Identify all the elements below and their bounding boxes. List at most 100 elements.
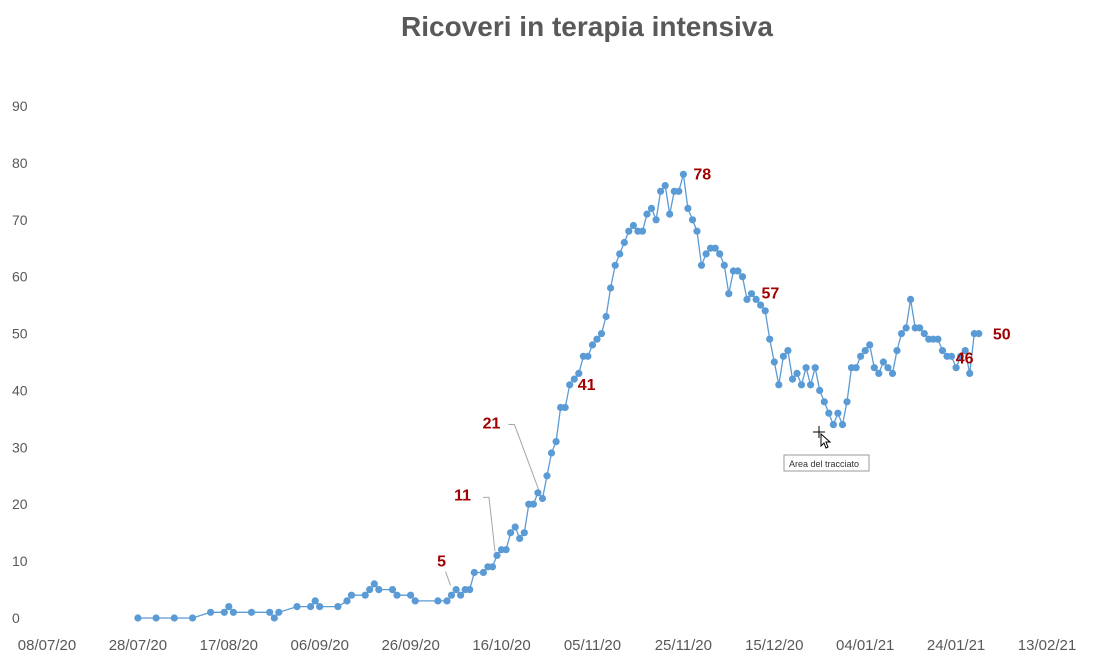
y-tick-label: 70 [12, 212, 28, 228]
data-label: 57 [762, 286, 780, 303]
data-point [802, 364, 810, 372]
data-point [479, 568, 487, 577]
data-point [370, 580, 378, 588]
data-point [457, 591, 465, 599]
data-label: 21 [483, 416, 501, 433]
y-tick-label: 40 [12, 382, 28, 398]
series-markers [134, 170, 983, 622]
data-point [188, 614, 197, 622]
data-point [134, 614, 142, 622]
data-point [888, 369, 897, 377]
chart-title: Ricoveri in terapia intensiva [401, 11, 773, 42]
data-point [152, 614, 160, 622]
y-tick-label: 0 [12, 610, 20, 626]
data-point [602, 312, 610, 321]
data-point [720, 261, 728, 269]
data-point [884, 364, 892, 372]
data-point [570, 375, 578, 383]
data-point [411, 597, 419, 605]
data-point [934, 335, 942, 343]
data-point [307, 603, 315, 611]
y-axis-tick-labels: 0 10 20 30 40 50 60 70 80 90 [12, 98, 28, 626]
x-tick-label: 24/01/21 [927, 637, 985, 654]
data-point [825, 409, 833, 417]
x-axis-tick-labels: 08/07/20 28/07/20 17/08/20 06/09/20 26/09/20… [18, 637, 1076, 654]
data-point [561, 403, 569, 412]
data-point [675, 187, 683, 195]
data-point [843, 398, 851, 406]
data-label: 50 [993, 327, 1011, 344]
data-label: 78 [693, 166, 711, 183]
data-point [684, 204, 692, 212]
leader-line [483, 496, 496, 552]
tooltip-box [783, 454, 870, 472]
data-point [752, 295, 760, 303]
data-point [952, 364, 960, 372]
data-point [629, 221, 638, 230]
data-point [547, 449, 556, 457]
data-point [725, 290, 733, 298]
data-point [784, 347, 792, 355]
data-point [597, 330, 606, 338]
annotation-leader-lines [445, 424, 541, 586]
data-point [266, 608, 274, 616]
data-point [788, 375, 797, 383]
data-point [966, 369, 974, 377]
data-point [838, 421, 847, 429]
data-point [393, 591, 401, 599]
data-point [947, 352, 956, 360]
data-point [247, 608, 256, 616]
data-point [797, 381, 806, 389]
data-point [866, 341, 874, 349]
data-point [666, 210, 674, 218]
data-point [207, 608, 215, 616]
data-point [779, 352, 788, 360]
data-point [347, 591, 356, 599]
data-point [747, 290, 756, 298]
data-point [829, 421, 838, 429]
data-point [811, 364, 819, 372]
data-point [625, 227, 633, 235]
data-label: 46 [956, 350, 974, 367]
data-point [793, 369, 801, 377]
data-point [870, 364, 878, 372]
data-point [375, 586, 383, 594]
data-point [270, 614, 278, 622]
data-point [711, 244, 719, 252]
data-point [488, 563, 497, 571]
data-point [366, 586, 374, 594]
y-tick-label: 80 [12, 155, 28, 171]
data-point [661, 182, 669, 190]
data-point [638, 227, 647, 235]
data-point [857, 352, 865, 360]
data-point [470, 568, 478, 577]
data-point [534, 489, 542, 497]
data-point [852, 364, 860, 372]
series-line [137, 174, 979, 620]
data-point [220, 608, 228, 616]
data-point [761, 307, 769, 315]
data-point [775, 381, 783, 389]
data-point [688, 216, 697, 224]
move-cursor-icon [813, 426, 832, 449]
chart-area-tooltip: Area del tracciato [783, 426, 870, 472]
data-point [225, 603, 233, 611]
data-point [516, 534, 524, 543]
data-point [807, 381, 815, 389]
data-point [434, 597, 442, 605]
data-point [538, 494, 547, 503]
x-tick-label: 05/11/20 [564, 637, 621, 654]
data-point [316, 603, 324, 611]
x-tick-label: 13/02/21 [1018, 637, 1076, 654]
data-point [893, 347, 901, 355]
data-point [584, 352, 592, 360]
data-point [543, 472, 551, 480]
data-point [566, 381, 574, 389]
data-label: 11 [454, 487, 471, 504]
data-point [920, 330, 928, 338]
x-tick-label: 26/09/20 [381, 637, 439, 654]
y-tick-label: 20 [12, 496, 28, 512]
data-label: 41 [578, 377, 596, 394]
data-point [697, 261, 706, 269]
